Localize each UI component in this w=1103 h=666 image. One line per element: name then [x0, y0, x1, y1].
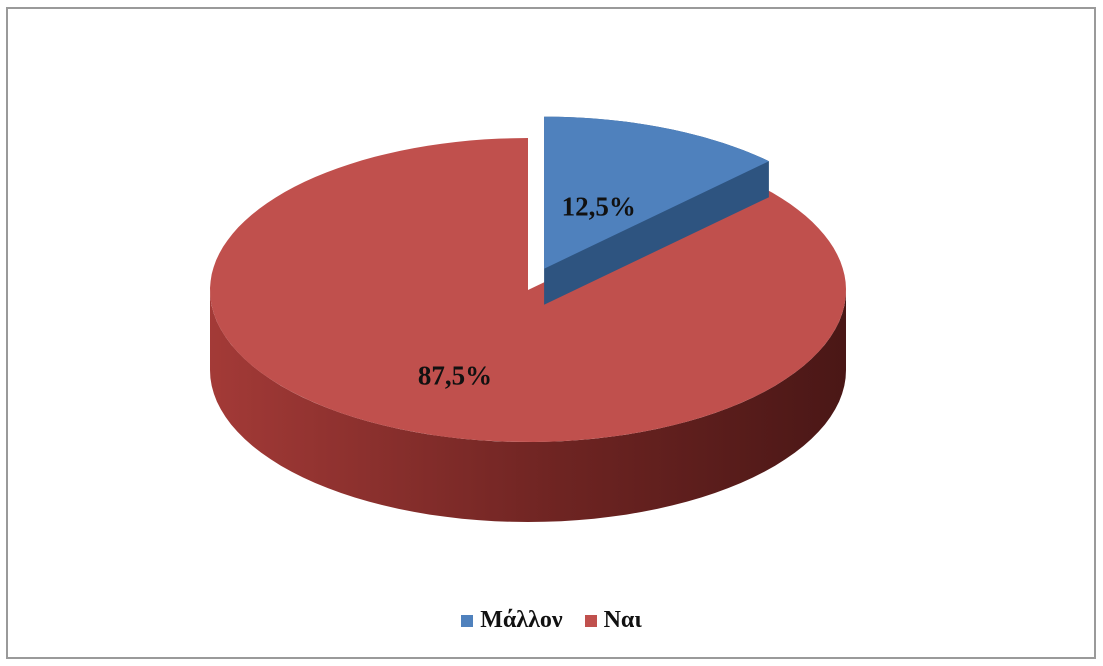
legend-swatch-red-icon [584, 614, 597, 627]
legend-item-mallon: Μάλλον [461, 607, 563, 634]
slice-mallon-top [544, 116, 769, 269]
slice-nai-side [210, 290, 846, 522]
chart-legend: Μάλλον Ναι [0, 607, 1103, 634]
legend-swatch-blue-icon [461, 614, 474, 627]
legend-label: Μάλλον [480, 607, 563, 633]
data-label-slice-nai: 87,5% [418, 360, 492, 390]
legend-item-nai: Ναι [584, 607, 642, 634]
legend-label: Ναι [603, 607, 642, 633]
data-label-slice-mallon: 12,5% [562, 192, 636, 222]
